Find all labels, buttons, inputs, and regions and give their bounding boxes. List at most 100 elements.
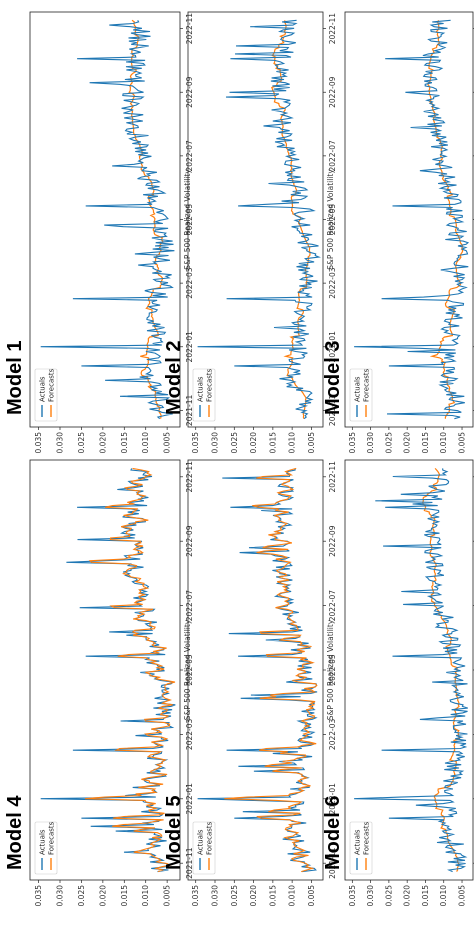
- x-tick-label: 2022-07: [185, 590, 194, 622]
- x-tick-label: 2021-11: [328, 395, 337, 427]
- y-tick-label: 0.020: [403, 432, 412, 454]
- y-tick-label: 0.015: [268, 432, 277, 454]
- legend-label-forecasts: Forecasts: [206, 368, 214, 402]
- legend-label-actuals: Actuals: [354, 829, 362, 855]
- x-tick-label: 2022-09: [328, 525, 337, 557]
- series-line-forecasts: [128, 19, 164, 419]
- y-tick-label: 0.020: [98, 432, 107, 454]
- x-tick-label: 2022-11: [185, 461, 194, 493]
- x-tick-label: 2022-01: [185, 331, 194, 363]
- y-tick-label: 0.025: [230, 432, 239, 454]
- y-tick-label: 0.015: [268, 885, 277, 907]
- y-tick-label: 0.015: [421, 885, 430, 907]
- y-tick-label: 0.015: [421, 432, 430, 454]
- legend-label-forecasts: Forecasts: [363, 821, 371, 855]
- legend-label-actuals: Actuals: [39, 829, 47, 855]
- legend-label-forecasts: Forecasts: [48, 368, 56, 402]
- plot-frame: [187, 11, 324, 428]
- y-tick-label: 0.030: [56, 432, 65, 454]
- x-tick-label: 2022-01: [328, 331, 337, 363]
- series-line-actuals: [40, 468, 176, 873]
- x-tick-label: 2022-05: [328, 654, 337, 686]
- x-tick-label: 2022-09: [328, 76, 337, 108]
- y-tick-label: 0.020: [249, 885, 258, 907]
- legend: Actuals Forecasts: [192, 368, 216, 422]
- series-line-actuals: [40, 20, 175, 420]
- x-tick-label: 2022-11: [328, 461, 337, 493]
- y-tick-label: 0.005: [307, 432, 316, 454]
- x-tick-label: 2021-11: [185, 847, 194, 879]
- series-line-actuals: [197, 19, 321, 420]
- y-tick-label: 0.015: [120, 432, 129, 454]
- y-tick-label: 0.020: [98, 885, 107, 907]
- x-tick-label: 2022-01: [185, 783, 194, 815]
- legend: Actuals Forecasts: [34, 821, 58, 875]
- legend-label-actuals: Actuals: [197, 829, 205, 855]
- legend: Actuals Forecasts: [349, 368, 373, 422]
- y-tick-label: 0.035: [348, 432, 357, 454]
- y-tick-label: 0.010: [439, 432, 448, 454]
- plot-frame: [344, 459, 474, 881]
- y-tick-label: 0.030: [366, 432, 375, 454]
- legend-label-forecasts: Forecasts: [363, 368, 371, 402]
- x-tick-label: 2022-03: [185, 267, 194, 299]
- series-line-actuals: [354, 468, 468, 873]
- y-tick-label: 0.035: [348, 885, 357, 907]
- y-tick-label: 0.020: [249, 432, 258, 454]
- y-tick-label: 0.035: [191, 432, 200, 454]
- y-tick-label: 0.010: [141, 432, 150, 454]
- y-tick-label: 0.005: [458, 885, 467, 907]
- series-line-forecasts: [224, 467, 318, 873]
- y-axis-label: S&P 500 Realized Volatility: [183, 169, 192, 270]
- y-tick-label: 0.025: [384, 432, 393, 454]
- y-tick-label: 0.005: [458, 432, 467, 454]
- x-tick-label: 2021-11: [328, 847, 337, 879]
- plot-frame: [344, 11, 474, 428]
- x-tick-label: 2022-05: [328, 204, 337, 236]
- y-tick-label: 0.030: [211, 432, 220, 454]
- x-tick-label: 2022-05: [185, 204, 194, 236]
- y-tick-label: 0.030: [211, 885, 220, 907]
- x-tick-label: 2022-07: [185, 140, 194, 172]
- y-tick-label: 0.010: [288, 885, 297, 907]
- x-tick-label: 2022-07: [328, 140, 337, 172]
- y-tick-label: 0.010: [141, 885, 150, 907]
- legend-label-actuals: Actuals: [39, 376, 47, 402]
- x-tick-label: 2022-05: [185, 654, 194, 686]
- y-tick-label: 0.030: [366, 885, 375, 907]
- legend-label-actuals: Actuals: [354, 376, 362, 402]
- x-tick-label: 2022-01: [328, 783, 337, 815]
- x-tick-label: 2022-03: [185, 719, 194, 751]
- series-line-actuals: [354, 19, 470, 420]
- y-tick-label: 0.035: [34, 432, 43, 454]
- y-tick-label: 0.035: [191, 885, 200, 907]
- y-tick-label: 0.010: [439, 885, 448, 907]
- y-tick-label: 0.005: [163, 432, 172, 454]
- legend-label-forecasts: Forecasts: [206, 821, 214, 855]
- y-tick-label: 0.015: [120, 885, 129, 907]
- legend: Actuals Forecasts: [349, 821, 373, 875]
- y-tick-label: 0.030: [56, 885, 65, 907]
- y-axis-label: S&P 500 Realized Volatility: [326, 169, 335, 270]
- x-tick-label: 2022-07: [328, 590, 337, 622]
- y-tick-label: 0.025: [230, 885, 239, 907]
- y-axis-label: S&P 500 Realized Volatility: [183, 619, 192, 720]
- x-tick-label: 2022-03: [328, 267, 337, 299]
- legend-label-forecasts: Forecasts: [48, 821, 56, 855]
- x-tick-label: 2022-09: [185, 76, 194, 108]
- figure-grid: Model 1 0.005 0.010 0.015 0.020 0.025 0.030 0.0…: [4, 11, 474, 906]
- y-tick-label: 0.020: [403, 885, 412, 907]
- x-tick-label: 2022-09: [185, 525, 194, 557]
- y-tick-label: 0.035: [34, 885, 43, 907]
- legend: Actuals Forecasts: [192, 821, 216, 875]
- x-tick-label: 2022-11: [328, 13, 337, 45]
- y-tick-label: 0.025: [384, 885, 393, 907]
- series-line-forecasts: [84, 467, 176, 873]
- x-tick-label: 2022-03: [328, 719, 337, 751]
- x-tick-label: 2022-11: [185, 13, 194, 45]
- legend: Actuals Forecasts: [34, 368, 58, 422]
- chart-model-2: 0.005 0.010 0.015 0.020 0.025 0.030 0.035 S&P 5…: [187, 11, 337, 454]
- legend-label-actuals: Actuals: [197, 376, 205, 402]
